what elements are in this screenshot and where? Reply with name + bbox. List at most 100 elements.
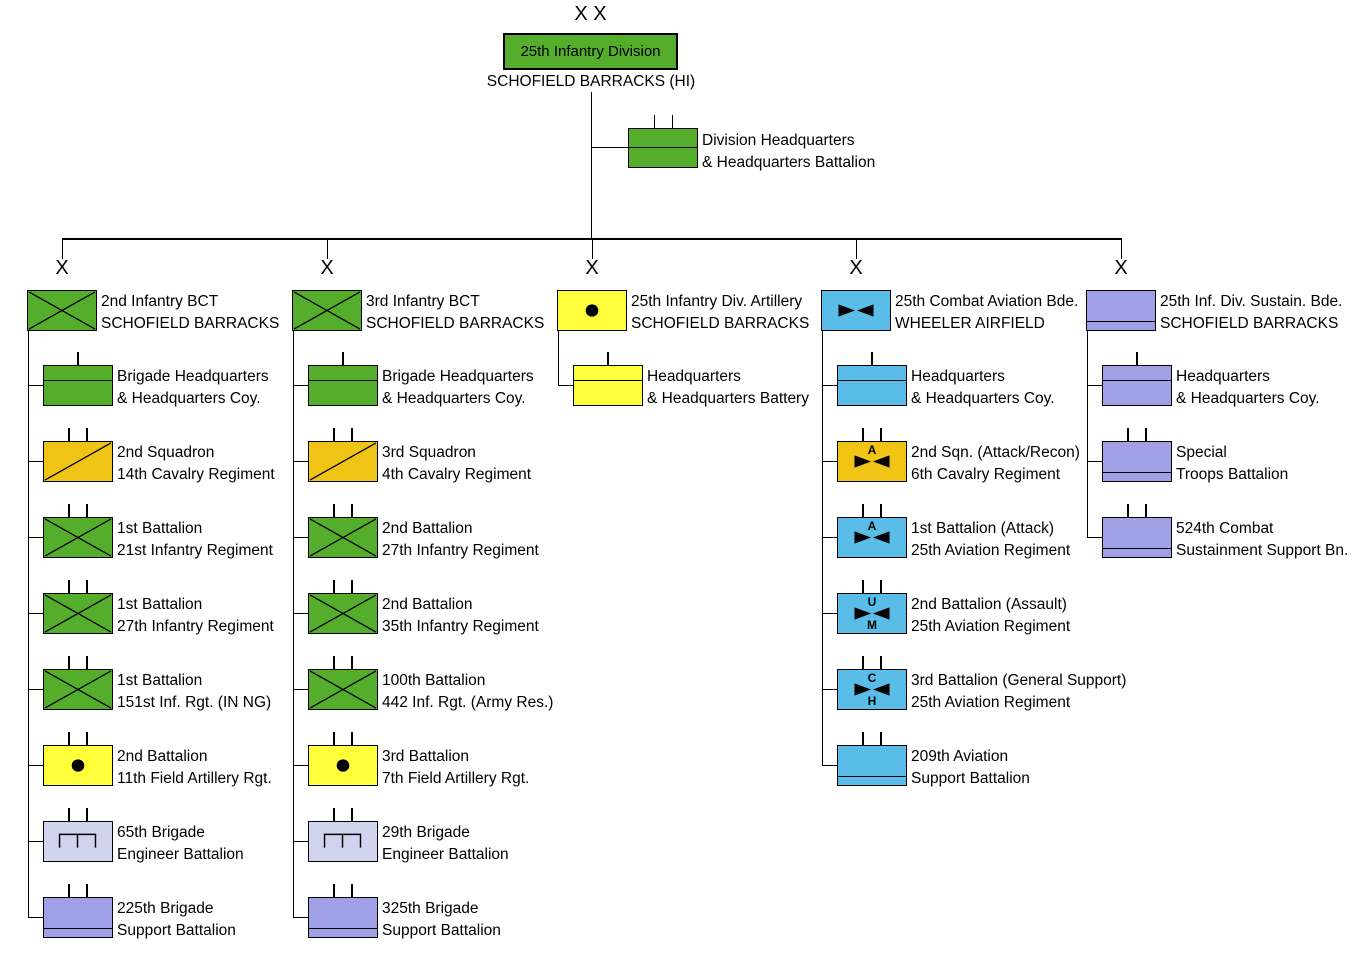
unit-box xyxy=(308,365,378,406)
connector-line xyxy=(1086,384,1103,387)
echelon-tick xyxy=(351,656,353,669)
echelon-tick xyxy=(1136,352,1138,365)
echelon-tick xyxy=(86,808,88,821)
echelon-tick xyxy=(351,428,353,441)
echelon-tick xyxy=(862,656,864,669)
support-divider-line xyxy=(1087,321,1155,323)
hq-divider-line xyxy=(309,380,377,382)
unit-label-line: 1st Battalion xyxy=(117,596,203,613)
aviation-letter-bottom: H xyxy=(867,694,877,708)
unit-label-line: & Headquarters Battery xyxy=(647,390,809,407)
unit-label-line: 3rd Battalion xyxy=(382,748,470,765)
aviation-letter-top: A xyxy=(867,519,877,533)
unit-label-line: Support Battalion xyxy=(911,770,1030,787)
unit-label-line: 27th Infantry Regiment xyxy=(117,618,274,635)
unit-box xyxy=(837,745,907,786)
unit-label-line: 25th Combat Aviation Bde. xyxy=(895,293,1079,310)
infantry-symbol xyxy=(44,518,112,557)
unit-box xyxy=(43,593,113,634)
unit-label-line: 2nd Squadron xyxy=(117,444,215,461)
unit-label-line: 25th Aviation Regiment xyxy=(911,618,1071,635)
connector-line xyxy=(292,536,309,539)
connector-line xyxy=(27,688,44,691)
brigade-label: 25th Inf. Div. Sustain. Bde. SCHOFIELD BA… xyxy=(1160,291,1342,335)
unit-label-line: Brigade Headquarters xyxy=(382,368,534,385)
unit-label: 3rd Squadron 4th Cavalry Regiment xyxy=(382,442,531,486)
unit-label-line: & Headquarters Battalion xyxy=(702,154,876,171)
unit-label: Headquarters & Headquarters Coy. xyxy=(1176,366,1320,410)
unit-label-line: 25th Aviation Regiment xyxy=(911,694,1071,711)
echelon-tick xyxy=(68,428,70,441)
unit-label-line: SCHOFIELD BARRACKS xyxy=(1160,315,1339,332)
echelon-tick xyxy=(1145,504,1147,517)
connector-line xyxy=(27,612,44,615)
aviation-symbol xyxy=(838,304,874,317)
connector-line xyxy=(855,238,857,259)
echelon-tick xyxy=(86,580,88,593)
unit-label-line: 21st Infantry Regiment xyxy=(117,542,273,559)
infantry-symbol xyxy=(309,670,377,709)
infantry-symbol xyxy=(309,594,377,633)
echelon-tick xyxy=(607,352,609,365)
unit-box xyxy=(43,669,113,710)
unit-label: 1st Battalion 151st Inf. Rgt. (IN NG) xyxy=(117,670,271,714)
connector-line xyxy=(821,331,823,766)
echelon-tick xyxy=(68,656,70,669)
echelon-tick xyxy=(86,428,88,441)
unit-label: 3rd Battalion (General Support) 25th Avia… xyxy=(911,670,1126,714)
connector-line xyxy=(27,916,44,919)
unit-label-line: Special xyxy=(1176,444,1227,461)
connector-line xyxy=(326,238,328,259)
connector-line xyxy=(1086,331,1088,538)
connector-line xyxy=(27,536,44,539)
unit-label-line: & Headquarters Coy. xyxy=(1176,390,1320,407)
unit-box xyxy=(837,365,907,406)
hq-divider-line xyxy=(44,380,112,382)
connector-line xyxy=(821,764,838,767)
echelon-tick xyxy=(86,884,88,897)
unit-label-line: 524th Combat xyxy=(1176,520,1274,537)
unit-label-line: 2nd Infantry BCT xyxy=(101,293,219,310)
hq-divider-line xyxy=(1103,380,1171,382)
unit-box xyxy=(43,365,113,406)
unit-label-line: SCHOFIELD BARRACKS xyxy=(366,315,545,332)
unit-label-line: 442 Inf. Rgt. (Army Res.) xyxy=(382,694,554,711)
unit-label-line: Division Headquarters xyxy=(702,132,855,149)
aviation-symbol xyxy=(854,683,890,696)
unit-label-line: & Headquarters Coy. xyxy=(911,390,1055,407)
echelon-tick xyxy=(1127,428,1129,441)
unit-label: 3rd Battalion 7th Field Artillery Rgt. xyxy=(382,746,529,790)
brigade-echelon-label: X xyxy=(55,257,69,279)
connector-line xyxy=(292,331,294,918)
unit-box xyxy=(573,365,643,406)
hq-divider-line xyxy=(838,380,906,382)
connector-line xyxy=(821,612,838,615)
unit-label: 29th Brigade Engineer Battalion xyxy=(382,822,509,866)
connector-line xyxy=(557,331,559,386)
connector-line xyxy=(591,238,593,259)
unit-box xyxy=(821,290,891,331)
echelon-tick xyxy=(68,884,70,897)
brigade-label: 3rd Infantry BCT SCHOFIELD BARRACKS xyxy=(366,291,544,335)
echelon-tick xyxy=(333,732,335,745)
unit-label-line: 7th Field Artillery Rgt. xyxy=(382,770,530,787)
unit-label: Special Troops Battalion xyxy=(1176,442,1288,486)
unit-box xyxy=(43,745,113,786)
infantry-symbol xyxy=(28,291,96,330)
unit-label-line: Engineer Battalion xyxy=(117,846,244,863)
unit-box: A xyxy=(837,517,907,558)
connector-line xyxy=(292,612,309,615)
aviation-symbol xyxy=(854,455,890,468)
engineer-symbol xyxy=(58,833,97,848)
connector-line xyxy=(27,460,44,463)
cavalry-symbol xyxy=(44,442,112,481)
unit-label-line: Brigade Headquarters xyxy=(117,368,269,385)
unit-box xyxy=(1086,290,1156,331)
unit-label-line: Headquarters xyxy=(911,368,1005,385)
unit-label: 1st Battalion 21st Infantry Regiment xyxy=(117,518,273,562)
echelon-tick xyxy=(333,884,335,897)
unit-label-line: 1st Battalion xyxy=(117,520,203,537)
echelon-tick xyxy=(351,808,353,821)
unit-box xyxy=(628,128,698,168)
